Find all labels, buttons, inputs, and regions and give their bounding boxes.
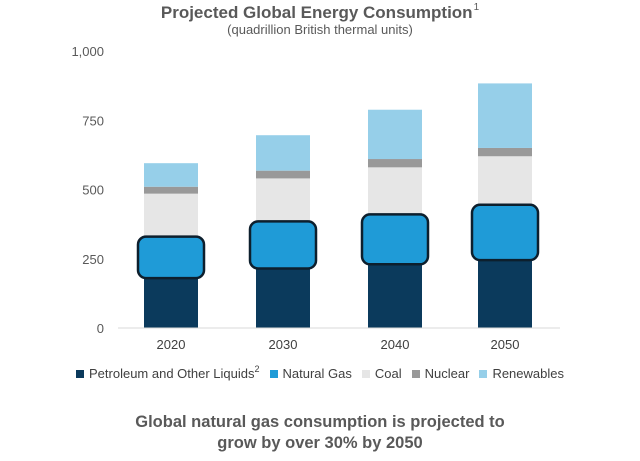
x-tick-label: 2050 <box>491 337 520 352</box>
legend-label: Coal <box>374 366 402 381</box>
chart-title-text: Projected Global Energy Consumption <box>160 3 473 22</box>
y-tick-label: 500 <box>82 183 104 198</box>
legend-item: Coal <box>361 366 402 381</box>
bar-segment-natural-gas-highlight <box>470 203 540 262</box>
bar-segment-coal <box>368 167 422 215</box>
legend-footnote: 2 <box>254 364 260 374</box>
legend-swatch <box>269 370 278 378</box>
stacked-bar-chart: 0 250 500 750 1,000 2020 2030 2040 2050 <box>71 44 560 352</box>
bar-segment-coal <box>256 178 310 222</box>
legend-item: Nuclear <box>411 366 470 381</box>
x-tick-label: 2040 <box>381 337 410 352</box>
bar-segment-natural-gas-highlight <box>136 235 206 280</box>
bar-segment-petroleum-and-other-liquids <box>478 260 532 328</box>
footer-line-1: Global natural gas consumption is projec… <box>135 413 505 431</box>
legend-item: Natural Gas <box>269 366 352 381</box>
bar-segment-nuclear <box>368 159 422 168</box>
y-tick-label: 1,000 <box>71 44 104 59</box>
bar-segment-natural-gas-highlight <box>248 220 318 270</box>
bar-segment-nuclear <box>256 170 310 179</box>
x-tick-label: 2030 <box>269 337 298 352</box>
legend-label: Renewables <box>492 366 564 381</box>
legend-label: Natural Gas <box>282 366 352 381</box>
legend-item: Petroleum and Other Liquids2 <box>76 364 260 381</box>
title-footnote: 1 <box>473 2 480 13</box>
chart-subtitle: (quadrillion British thermal units) <box>227 22 413 37</box>
bar-segment-renewables <box>144 163 198 187</box>
chart-legend: Petroleum and Other Liquids2 Natural Gas C… <box>0 364 640 381</box>
legend-label: Nuclear <box>424 366 470 381</box>
footer-line-2: grow by over 30% by 2050 <box>217 434 423 452</box>
y-tick-label: 250 <box>82 252 104 267</box>
bar-segment-petroleum-and-other-liquids <box>368 264 422 328</box>
bar-segment-petroleum-and-other-liquids <box>256 268 310 328</box>
y-tick-label: 0 <box>97 321 104 336</box>
legend-label: Petroleum and Other Liquids <box>89 366 255 381</box>
legend-swatch <box>411 370 420 378</box>
legend-swatch <box>76 370 85 378</box>
bar-segment-nuclear <box>144 186 198 194</box>
legend-swatch <box>479 370 488 378</box>
bar-segment-renewables <box>368 109 422 160</box>
x-tick-label: 2020 <box>157 337 186 352</box>
bar-segment-petroleum-and-other-liquids <box>144 278 198 328</box>
legend-item: Renewables <box>479 366 564 381</box>
footer-caption: Global natural gas consumption is projec… <box>0 412 640 454</box>
bar-segment-coal <box>144 193 198 237</box>
bar-segment-natural-gas-highlight <box>360 213 430 266</box>
bar-segment-coal <box>478 156 532 205</box>
legend-swatch <box>361 370 370 378</box>
y-tick-label: 750 <box>82 113 104 128</box>
chart-title: Projected Global Energy Consumption1 <box>0 2 640 23</box>
bar-segment-renewables <box>256 135 310 171</box>
bar-segment-nuclear <box>478 147 532 157</box>
bar-segment-renewables <box>478 83 532 148</box>
